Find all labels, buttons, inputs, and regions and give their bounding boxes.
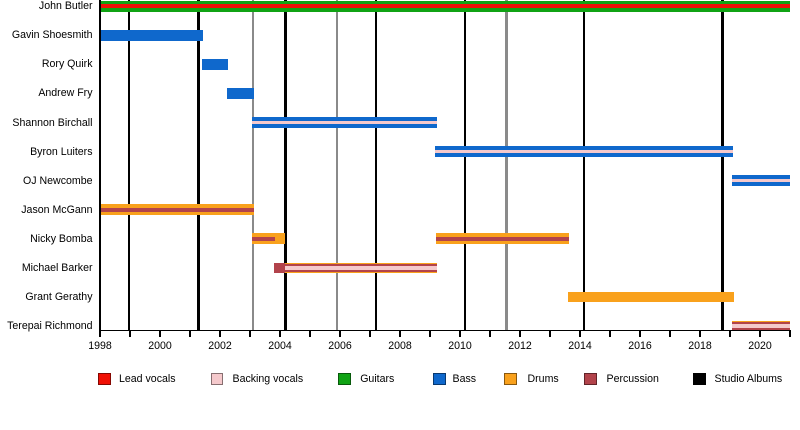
year-label: 2004 xyxy=(268,339,292,352)
member-label: Terepai Richmond xyxy=(7,319,93,332)
legend-swatch-guitars xyxy=(338,372,351,386)
legend-label: Guitars xyxy=(360,372,395,385)
member-bar-stripe xyxy=(252,236,275,241)
studio-album-line xyxy=(197,0,200,330)
member-bar-bar xyxy=(202,59,229,70)
legend-swatch-backing_vocals xyxy=(210,372,224,386)
year-label: 2016 xyxy=(628,339,652,352)
axis-tick xyxy=(459,331,461,337)
year-label: 2014 xyxy=(568,339,592,352)
secondary-release-line xyxy=(505,0,508,330)
axis-tick xyxy=(99,331,101,337)
legend-label: Percussion xyxy=(606,372,659,385)
axis-tick xyxy=(489,331,491,337)
studio-album-line xyxy=(463,0,467,330)
axis-tick xyxy=(729,331,731,337)
secondary-release-line xyxy=(335,0,338,330)
member-bar-stripe xyxy=(435,236,570,241)
legend-swatch-bass xyxy=(433,372,446,386)
axis-tick xyxy=(639,331,641,337)
year-label: 2002 xyxy=(208,339,232,352)
studio-album-line xyxy=(721,0,724,330)
member-bar-bar xyxy=(100,30,203,41)
axis-tick xyxy=(429,331,431,337)
plot-left-border xyxy=(99,0,101,330)
x-axis-line xyxy=(99,329,791,332)
year-label: 1998 xyxy=(88,339,112,352)
member-bar-stripe xyxy=(731,178,790,183)
year-label: 2020 xyxy=(748,339,772,352)
member-label: OJ Newcombe xyxy=(23,174,93,187)
member-bar-bar xyxy=(274,262,285,274)
member-bar-stripe xyxy=(284,265,437,270)
axis-tick xyxy=(339,331,341,337)
year-label: 2012 xyxy=(508,339,532,352)
year-label: 2000 xyxy=(148,339,172,352)
year-label: 2006 xyxy=(328,339,352,352)
axis-tick xyxy=(399,331,401,337)
year-label: 2008 xyxy=(388,339,412,352)
axis-tick xyxy=(309,331,311,337)
legend-label: Backing vocals xyxy=(232,372,304,385)
member-bar-stripe xyxy=(100,4,790,9)
member-bar-stripe xyxy=(252,120,437,125)
member-label: Gavin Shoesmith xyxy=(11,29,93,42)
member-bar-bar xyxy=(227,88,254,99)
member-bar-stripe xyxy=(731,324,790,328)
member-label: Michael Barker xyxy=(21,261,93,274)
axis-tick xyxy=(579,331,581,337)
member-label: Andrew Fry xyxy=(38,87,93,100)
studio-album-line xyxy=(374,0,377,330)
axis-tick xyxy=(249,331,251,337)
studio-album-line xyxy=(284,0,287,330)
axis-tick xyxy=(549,331,551,337)
axis-tick xyxy=(219,331,221,337)
legend-label: Studio Albums xyxy=(714,372,783,385)
member-label: Jason McGann xyxy=(21,203,93,216)
member-bar-bar xyxy=(568,291,735,303)
secondary-release-line xyxy=(252,0,255,330)
legend-label: Drums xyxy=(527,372,559,385)
axis-tick xyxy=(789,331,791,337)
studio-album-line xyxy=(583,0,586,330)
axis-tick xyxy=(759,331,761,337)
axis-tick xyxy=(519,331,521,337)
legend-label: Lead vocals xyxy=(119,372,176,385)
year-label: 2018 xyxy=(688,339,712,352)
axis-tick xyxy=(699,331,701,337)
member-label: John Butler xyxy=(38,0,93,13)
member-label: Grant Gerathy xyxy=(25,290,93,303)
legend-swatch-percussion xyxy=(584,372,597,386)
year-label: 2010 xyxy=(448,339,472,352)
member-label: Shannon Birchall xyxy=(12,116,93,129)
member-label: Byron Luiters xyxy=(30,145,93,158)
axis-tick xyxy=(129,331,131,337)
legend-swatch-lead_vocals xyxy=(98,372,111,386)
member-label: Rory Quirk xyxy=(41,58,93,71)
legend-swatch-studio_albums xyxy=(693,372,706,386)
studio-album-line xyxy=(127,0,131,330)
axis-tick xyxy=(189,331,191,337)
axis-tick xyxy=(369,331,371,337)
member-bar-stripe xyxy=(434,149,733,154)
axis-tick xyxy=(279,331,281,337)
legend-label: Bass xyxy=(452,372,477,385)
legend-swatch-drums xyxy=(504,372,517,386)
member-label: Nicky Bomba xyxy=(30,232,93,245)
axis-tick xyxy=(669,331,671,337)
member-bar-stripe xyxy=(100,207,255,212)
axis-tick xyxy=(609,331,611,337)
axis-tick xyxy=(159,331,161,337)
